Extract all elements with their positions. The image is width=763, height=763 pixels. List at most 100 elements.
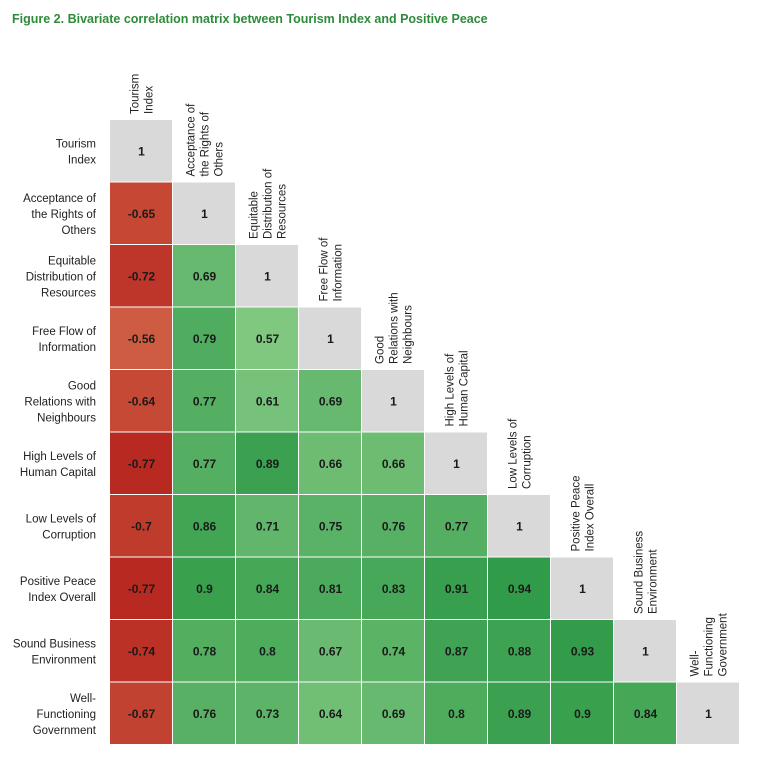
cell-value-r7-c6: 0.94 xyxy=(508,582,532,596)
cell-value-r4-c3: 0.69 xyxy=(319,394,343,408)
cell-value-r2-c2: 1 xyxy=(264,269,271,283)
cell-value-r7-c7: 1 xyxy=(579,582,586,596)
column-label-1: Acceptance of the Rights of Others xyxy=(186,103,226,177)
cell-value-r6-c0: -0.7 xyxy=(131,519,152,533)
cell-value-r5-c2: 0.89 xyxy=(256,457,280,471)
matrix-cell-r9-c7 xyxy=(551,682,613,744)
matrix-cell-r6-c4 xyxy=(362,495,424,557)
row-label-7: Positive Peace Index Overall xyxy=(20,576,96,604)
matrix-cell-r2-c0 xyxy=(110,245,172,307)
matrix-cell-r3-c2 xyxy=(236,307,298,369)
cell-value-r7-c0: -0.77 xyxy=(128,582,156,596)
row-label-3: Free Flow of Information xyxy=(32,326,97,354)
cell-value-r8-c6: 0.88 xyxy=(508,644,532,658)
cell-value-r6-c4: 0.76 xyxy=(382,519,406,533)
cell-value-r6-c2: 0.71 xyxy=(256,519,280,533)
cell-value-r6-c6: 1 xyxy=(516,519,523,533)
matrix-cell-r9-c4 xyxy=(362,682,424,744)
cell-value-r9-c7: 0.9 xyxy=(574,707,591,721)
column-label-3: Free Flow of Information xyxy=(319,237,345,302)
matrix-cell-r3-c0 xyxy=(110,307,172,369)
matrix-cell-r6-c6 xyxy=(488,495,550,557)
row-label-2: Equitable Distribution of Resources xyxy=(26,255,97,299)
cell-value-r7-c2: 0.84 xyxy=(256,582,280,596)
matrix-cell-r7-c2 xyxy=(236,557,298,619)
cell-value-r2-c0: -0.72 xyxy=(128,269,156,283)
matrix-cell-r8-c0 xyxy=(110,620,172,682)
cell-value-r8-c1: 0.78 xyxy=(193,644,217,658)
matrix-cell-r9-c3 xyxy=(299,682,361,744)
matrix-cell-r9-c9 xyxy=(677,682,739,744)
matrix-cell-r8-c6 xyxy=(488,620,550,682)
matrix-cell-r5-c1 xyxy=(173,432,235,494)
matrix-cell-r8-c4 xyxy=(362,620,424,682)
matrix-cell-r5-c2 xyxy=(236,432,298,494)
matrix-cell-r6-c3 xyxy=(299,495,361,557)
row-label-4: Good Relations with Neighbours xyxy=(24,380,96,424)
matrix-cell-r2-c1 xyxy=(173,245,235,307)
cell-value-r3-c2: 0.57 xyxy=(256,332,280,346)
matrix-cell-r3-c3 xyxy=(299,307,361,369)
matrix-cell-r9-c8 xyxy=(614,682,676,744)
cell-value-r4-c1: 0.77 xyxy=(193,394,217,408)
matrix-cell-r8-c7 xyxy=(551,620,613,682)
matrix-cell-r6-c1 xyxy=(173,495,235,557)
matrix-cell-r5-c0 xyxy=(110,432,172,494)
column-label-4: Good Relations with Neighbours xyxy=(375,292,415,364)
matrix-cell-r5-c3 xyxy=(299,432,361,494)
chart-title: Figure 2. Bivariate correlation matrix b… xyxy=(12,12,488,26)
column-label-8: Sound Business Environment xyxy=(634,531,660,614)
cell-value-r3-c3: 1 xyxy=(327,332,334,346)
matrix-cell-r9-c2 xyxy=(236,682,298,744)
cell-value-r6-c1: 0.86 xyxy=(193,519,217,533)
cell-value-r7-c4: 0.83 xyxy=(382,582,406,596)
matrix-cell-r7-c3 xyxy=(299,557,361,619)
matrix-cell-r0-c0 xyxy=(110,120,172,182)
matrix-cell-r6-c2 xyxy=(236,495,298,557)
row-label-9: Well-Functioning Government xyxy=(33,693,97,737)
matrix-cell-r5-c5 xyxy=(425,432,487,494)
cell-value-r2-c1: 0.69 xyxy=(193,269,217,283)
cell-value-r8-c2: 0.8 xyxy=(259,644,276,658)
matrix-cell-r9-c6 xyxy=(488,682,550,744)
matrix-cell-r8-c5 xyxy=(425,620,487,682)
cell-value-r9-c0: -0.67 xyxy=(128,707,156,721)
matrix-cell-r1-c0 xyxy=(110,182,172,244)
cell-value-r8-c0: -0.74 xyxy=(128,644,156,658)
matrix-cell-r9-c5 xyxy=(425,682,487,744)
matrix-cell-r3-c1 xyxy=(173,307,235,369)
cell-value-r8-c4: 0.74 xyxy=(382,644,406,658)
column-label-9: Well- Functioning Government xyxy=(690,612,730,676)
cell-value-r0-c0: 1 xyxy=(138,144,145,158)
cell-value-r8-c5: 0.87 xyxy=(445,644,469,658)
matrix-cell-r4-c0 xyxy=(110,370,172,432)
row-label-6: Low Levels of Corruption xyxy=(26,513,97,541)
row-label-5: High Levels of Human Capital xyxy=(20,451,97,479)
matrix-cell-r7-c6 xyxy=(488,557,550,619)
cell-value-r7-c3: 0.81 xyxy=(319,582,343,596)
cell-value-r9-c1: 0.76 xyxy=(193,707,217,721)
cell-value-r5-c3: 0.66 xyxy=(319,457,343,471)
cell-value-r9-c8: 0.84 xyxy=(634,707,658,721)
column-label-0: Tourism Index xyxy=(130,74,156,114)
matrix-cell-r9-c1 xyxy=(173,682,235,744)
cell-value-r6-c5: 0.77 xyxy=(445,519,469,533)
cell-value-r8-c3: 0.67 xyxy=(319,644,343,658)
cell-value-r6-c3: 0.75 xyxy=(319,519,343,533)
cell-value-r4-c4: 1 xyxy=(390,394,397,408)
cell-value-r8-c8: 1 xyxy=(642,644,649,658)
cell-value-r3-c0: -0.56 xyxy=(128,332,156,346)
matrix-cell-r7-c7 xyxy=(551,557,613,619)
matrix-cell-r8-c3 xyxy=(299,620,361,682)
cell-value-r7-c5: 0.91 xyxy=(445,582,469,596)
matrix-cell-r1-c1 xyxy=(173,182,235,244)
